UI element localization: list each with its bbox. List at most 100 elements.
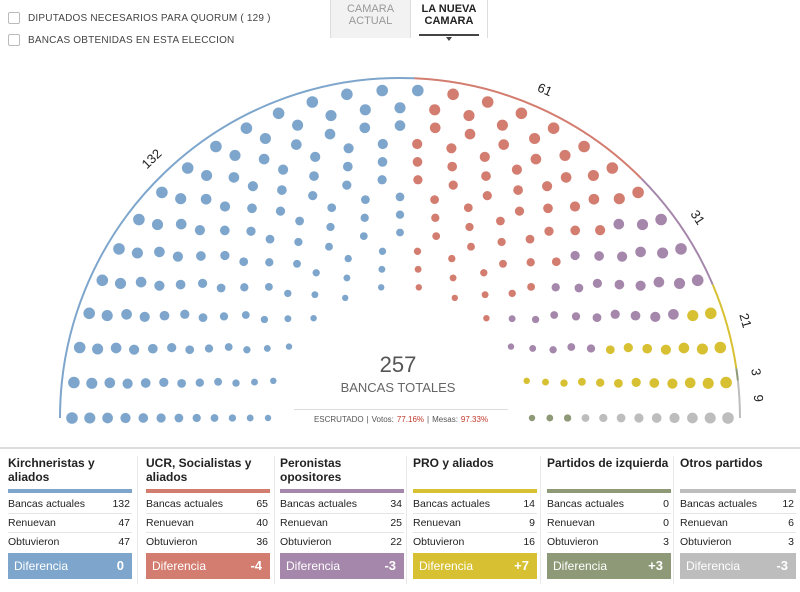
seat-dot [632,186,644,199]
seat-dot [507,343,515,350]
obtained-row: Obtuvieron 47 [8,533,132,551]
seats-obtained-option[interactable]: BANCAS OBTENIDAS EN ESTA ELECCION [8,34,234,46]
seat-dot [201,169,213,182]
difference-value: 0 [116,558,124,573]
seat-dot [284,289,292,298]
party-color-bar [680,489,796,493]
seat-dot [497,237,506,247]
seat-dot [569,201,581,212]
seat-dot [172,251,183,262]
panel-separator [274,456,275,584]
renew-value: 9 [529,517,535,529]
obtained-row: Obtuvieron 36 [146,533,270,551]
seat-dot [687,412,698,424]
seat-dot [595,225,606,236]
seat-dot [228,414,237,422]
group-seat-count-label: 9 [751,394,766,402]
seat-dot [343,143,354,154]
seat-dot [530,153,542,165]
obtained-row: Obtuvieron 16 [413,533,537,551]
seat-dot [613,218,625,230]
seat-dot [174,413,184,423]
seat-dot [325,242,333,251]
current-seats-row: Bancas actuales 0 [547,495,671,514]
renew-row: Renuevan 9 [413,514,537,533]
seat-dot [414,265,422,273]
seat-dot [204,344,214,353]
seat-dot [324,128,336,140]
party-panel: Peronistas opositores Bancas actuales 34 … [280,452,404,584]
seat-dot [684,377,696,389]
seat-dot [413,175,423,185]
total-seats: 257 [379,352,417,377]
obtained-value: 47 [118,536,130,548]
seat-dot [246,226,256,236]
votes-label: Votos: [371,415,394,424]
renew-value: 0 [663,517,669,529]
seat-dot [306,96,319,108]
current-seats-label: Bancas actuales [146,498,224,510]
seat-dot [483,315,490,322]
seat-dot [649,378,660,388]
party-panel: UCR, Socialistas y aliados Bancas actual… [146,452,270,584]
seat-dot [214,377,223,386]
seat-dot [167,342,177,353]
seat-dot [73,341,86,354]
seat-dot [102,412,113,424]
group-seat-count-label: 3 [748,368,764,377]
quorum-option[interactable]: DIPUTADOS NECESARIOS PARA QUORUM ( 129 ) [8,12,271,24]
seat-dot [196,251,206,261]
seat-dot [526,258,535,267]
seat-dot [360,213,369,222]
current-seats-value: 12 [782,498,794,510]
tab-current-chamber[interactable]: CAMARA ACTUAL [330,0,410,38]
seat-dot [660,344,671,355]
seat-dot [546,414,554,422]
seat-dot [542,378,549,386]
seat-dot [722,412,734,424]
seats-obtained-checkbox[interactable] [8,34,20,46]
difference-box: Diferencia -3 [280,553,404,579]
seat-dot [482,190,492,201]
quorum-checkbox[interactable] [8,12,20,24]
total-seats-label: BANCAS TOTALES [340,380,456,395]
seat-dot [378,265,386,273]
difference-value: +7 [514,558,529,573]
seat-dot [635,280,646,291]
renew-row: Renuevan 40 [146,514,270,533]
hemicycle-chart: 132 61 31 21 3 9 [59,76,766,424]
scrutiny-sep: | [427,415,430,424]
seat-dot [278,164,289,175]
seat-dot [310,151,321,162]
seat-dot [668,308,679,320]
seat-dot [154,246,165,258]
seat-dot [151,219,164,231]
seat-dot [513,185,523,195]
seat-dot [498,139,510,150]
seat-dot [154,280,165,291]
seat-dot [96,274,109,287]
group-arc [736,380,741,419]
obtained-value: 36 [256,536,268,548]
seat-dot [594,251,604,261]
seat-dot [219,201,231,212]
seat-dot [194,225,205,236]
current-seats-label: Bancas actuales [280,498,358,510]
seat-dot [342,180,352,190]
current-seats-value: 132 [112,498,130,510]
seat-dot [101,310,113,322]
seat-dot [263,344,271,352]
seat-dot [394,120,406,131]
seat-dot [496,216,505,226]
seat-dot [581,414,590,422]
seat-dot [560,379,568,387]
seat-dot [120,412,131,424]
seat-dot [224,343,233,351]
tab-new-chamber[interactable]: LA NUEVA CAMARA [410,0,488,41]
seat-dot [135,276,147,288]
obtained-label: Obtuvieron [547,536,599,548]
seat-dot [147,343,158,354]
seat-dot [592,278,603,289]
seat-dot [275,206,286,216]
seat-dot [377,157,388,167]
